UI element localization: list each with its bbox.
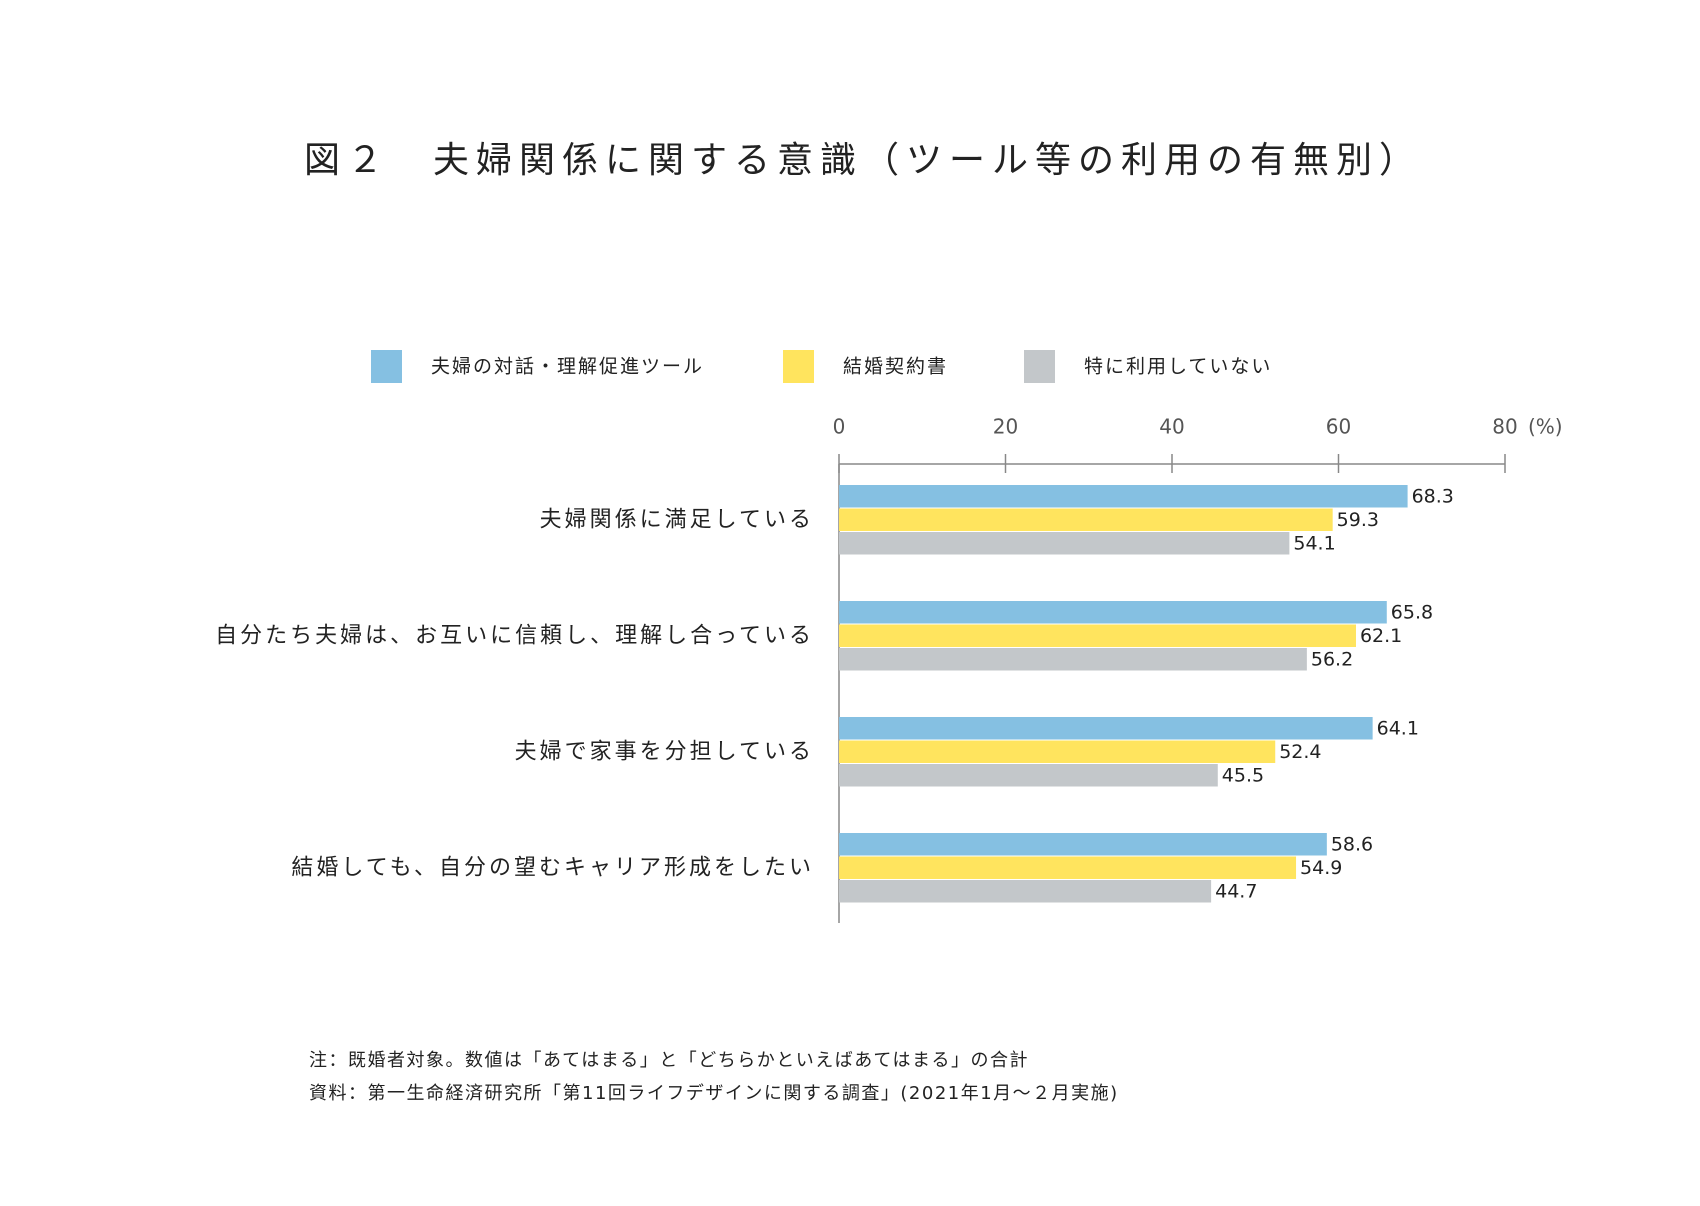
note: 資料：第一生命経済研究所「第11回ライフデザインに関する調査」(2021年1月〜… xyxy=(309,1083,1119,1104)
legend-swatch xyxy=(783,350,814,383)
category-label: 夫婦で家事を分担している xyxy=(515,739,814,764)
legend-label: 結婚契約書 xyxy=(843,356,948,378)
value-label: 44.7 xyxy=(1215,880,1257,902)
value-label: 68.3 xyxy=(1412,485,1454,507)
value-label: 54.9 xyxy=(1300,857,1342,879)
value-label: 62.1 xyxy=(1360,625,1402,647)
bar xyxy=(839,624,1356,647)
category-label: 結婚しても、自分の望むキャリア形成をしたい xyxy=(291,855,814,880)
note: 注：既婚者対象。数値は「あてはまる」と「どちらかといえばあてはまる」の合計 xyxy=(309,1050,1029,1071)
x-tick-label: 20 xyxy=(993,415,1018,439)
x-unit: (%) xyxy=(1528,415,1563,439)
legend-label: 夫婦の対話・理解促進ツール xyxy=(431,356,704,378)
value-label: 52.4 xyxy=(1279,741,1321,763)
x-tick-label: 80 xyxy=(1492,415,1517,439)
value-label: 65.8 xyxy=(1391,601,1433,623)
bar xyxy=(839,880,1212,903)
value-label: 58.6 xyxy=(1331,833,1373,855)
chart-title: 図２ 夫婦関係に関する意識（ツール等の利用の有無別） xyxy=(304,140,1422,181)
x-tick-label: 0 xyxy=(833,415,846,439)
bar xyxy=(839,833,1327,856)
bar xyxy=(839,764,1218,787)
value-label: 59.3 xyxy=(1337,509,1379,531)
category-label: 自分たち夫婦は、お互いに信頼し、理解し合っている xyxy=(215,623,814,648)
bar xyxy=(839,856,1297,879)
legend-swatch xyxy=(371,350,402,383)
x-tick-label: 40 xyxy=(1159,415,1184,439)
bar xyxy=(839,601,1387,624)
value-label: 56.2 xyxy=(1311,648,1353,670)
bar xyxy=(839,508,1333,531)
value-label: 54.1 xyxy=(1293,532,1335,554)
legend-swatch xyxy=(1024,350,1055,383)
bar xyxy=(839,485,1408,508)
value-label: 45.5 xyxy=(1222,764,1264,786)
bar xyxy=(839,532,1290,555)
legend-label: 特に利用していない xyxy=(1084,356,1272,378)
bar xyxy=(839,740,1276,763)
bar xyxy=(839,648,1307,671)
x-tick-label: 60 xyxy=(1326,415,1351,439)
value-label: 64.1 xyxy=(1377,717,1419,739)
category-label: 夫婦関係に満足している xyxy=(540,507,814,532)
bar xyxy=(839,717,1373,740)
